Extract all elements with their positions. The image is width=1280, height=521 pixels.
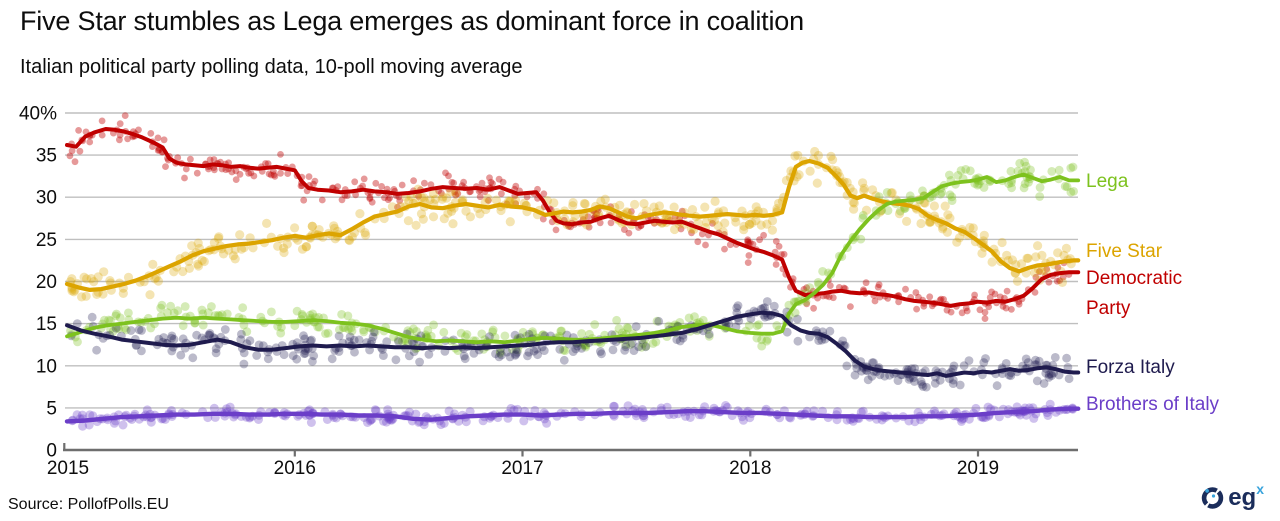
- egx-logo: eg x: [1199, 481, 1264, 512]
- series-label-lega: Lega: [1086, 171, 1129, 192]
- y-tick-label: 15: [36, 314, 57, 335]
- x-tick-label: 2015: [47, 458, 89, 479]
- series-label-party: Party: [1086, 298, 1131, 319]
- y-tick-label: 25: [36, 230, 57, 251]
- chart-title: Five Star stumbles as Lega emerges as do…: [20, 6, 804, 36]
- line-five-star: [64, 158, 1081, 292]
- y-tick-label: 5: [46, 398, 57, 419]
- scatter-lega: [66, 157, 1078, 358]
- line-democratic-party: [65, 127, 1081, 308]
- line-lega: [65, 172, 1081, 345]
- y-tick-label: 20: [36, 272, 57, 293]
- series-label-democratic: Democratic: [1086, 268, 1183, 289]
- x-tick-label: 2016: [274, 458, 316, 479]
- logo-text: eg: [1228, 484, 1257, 511]
- line-forza-italy: [65, 310, 1081, 378]
- chart-subtitle: Italian political party polling data, 10…: [20, 56, 523, 78]
- y-tick-label: 0: [46, 441, 57, 462]
- series-label-forza-italy: Forza Italy: [1086, 357, 1175, 378]
- series-label-brothers-of-italy: Brothers of Italy: [1086, 394, 1220, 415]
- logo-sup-x: x: [1256, 481, 1264, 497]
- sync-circle-icon: [1201, 487, 1224, 509]
- y-tick-label: 10: [36, 356, 57, 377]
- line-brothers-of-italy: [64, 406, 1081, 424]
- x-tick-label: 2018: [729, 458, 771, 479]
- y-tick-label: 35: [36, 146, 57, 167]
- x-tick-label: 2017: [501, 458, 543, 479]
- y-tick-label: 30: [36, 188, 57, 209]
- x-tick-label: 2019: [957, 458, 999, 479]
- series-label-five-star: Five Star: [1086, 241, 1163, 262]
- source-note: Source: PollofPolls.EU: [8, 496, 169, 513]
- y-tick-label: 40%: [19, 104, 57, 125]
